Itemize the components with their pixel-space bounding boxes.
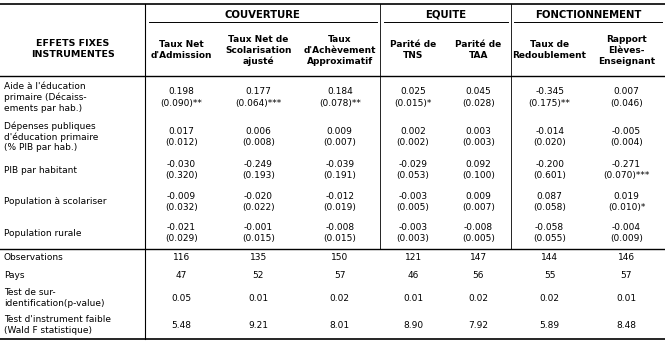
Text: 0.01: 0.01 [249,294,269,303]
Text: -0.030
(0.320): -0.030 (0.320) [165,160,198,180]
Text: -0.200
(0.601): -0.200 (0.601) [533,160,566,180]
Text: 0.025
(0.015)*: 0.025 (0.015)* [394,87,432,108]
Text: 7.92: 7.92 [468,321,488,330]
Text: -0.029
(0.053): -0.029 (0.053) [396,160,430,180]
Text: 0.019
(0.010)*: 0.019 (0.010)* [608,192,645,212]
Text: 56: 56 [473,271,484,280]
Text: 0.009
(0.007): 0.009 (0.007) [323,127,356,147]
Text: -0.008
(0.005): -0.008 (0.005) [462,223,495,243]
Text: -0.012
(0.019): -0.012 (0.019) [323,192,356,212]
Text: 0.087
(0.058): 0.087 (0.058) [533,192,566,212]
Text: -0.009
(0.032): -0.009 (0.032) [165,192,198,212]
Text: Test de sur-
identification(p-value): Test de sur- identification(p-value) [4,288,104,308]
Text: 0.045
(0.028): 0.045 (0.028) [462,87,495,108]
Text: Taux
d'Achèvement
Approximatif: Taux d'Achèvement Approximatif [303,35,376,66]
Text: 57: 57 [334,271,346,280]
Text: 0.184
(0.078)**: 0.184 (0.078)** [319,87,360,108]
Text: 57: 57 [620,271,632,280]
Text: 0.198
(0.090)**: 0.198 (0.090)** [160,87,202,108]
Text: -0.039
(0.191): -0.039 (0.191) [323,160,356,180]
Text: Population à scolariser: Population à scolariser [4,197,106,206]
Text: FONCTIONNEMENT: FONCTIONNEMENT [535,10,641,20]
Text: 116: 116 [173,253,190,262]
Text: -0.005
(0.004): -0.005 (0.004) [610,127,643,147]
Text: 8.48: 8.48 [616,321,636,330]
Text: -0.001
(0.015): -0.001 (0.015) [242,223,275,243]
Text: 147: 147 [470,253,487,262]
Text: 0.01: 0.01 [616,294,636,303]
Text: 46: 46 [408,271,419,280]
Text: Parité de
TAA: Parité de TAA [456,40,501,60]
Text: Parité de
TNS: Parité de TNS [390,40,436,60]
Text: 8.90: 8.90 [403,321,423,330]
Text: -0.058
(0.055): -0.058 (0.055) [533,223,566,243]
Text: 0.007
(0.046): 0.007 (0.046) [610,87,643,108]
Text: 0.017
(0.012): 0.017 (0.012) [165,127,198,147]
Text: EFFETS FIXES
INSTRUMENTES: EFFETS FIXES INSTRUMENTES [31,39,114,59]
Text: 9.21: 9.21 [249,321,269,330]
Text: 0.02: 0.02 [539,294,559,303]
Text: -0.004
(0.009): -0.004 (0.009) [610,223,643,243]
Text: 144: 144 [541,253,558,262]
Text: -0.020
(0.022): -0.020 (0.022) [242,192,275,212]
Text: PIB par habitant: PIB par habitant [4,166,77,175]
Text: 0.01: 0.01 [403,294,423,303]
Text: -0.345
(0.175)**: -0.345 (0.175)** [529,87,571,108]
Text: 0.177
(0.064)***: 0.177 (0.064)*** [235,87,281,108]
Text: Test d'instrument faible
(Wald F statistique): Test d'instrument faible (Wald F statist… [4,315,111,335]
Text: 47: 47 [176,271,187,280]
Text: 5.48: 5.48 [172,321,192,330]
Text: -0.003
(0.003): -0.003 (0.003) [396,223,430,243]
Text: Dépenses publiques
d'éducation primaire
(% PIB par hab.): Dépenses publiques d'éducation primaire … [4,121,98,152]
Text: -0.003
(0.005): -0.003 (0.005) [396,192,430,212]
Text: 52: 52 [253,271,264,280]
Text: 55: 55 [544,271,555,280]
Text: -0.021
(0.029): -0.021 (0.029) [165,223,198,243]
Text: -0.249
(0.193): -0.249 (0.193) [242,160,275,180]
Text: 0.02: 0.02 [330,294,350,303]
Text: COUVERTURE: COUVERTURE [225,10,301,20]
Text: Aide à l'éducation
primaire (Décaiss-
ements par hab.): Aide à l'éducation primaire (Décaiss- em… [4,82,86,113]
Text: -0.008
(0.015): -0.008 (0.015) [323,223,356,243]
Text: 150: 150 [331,253,348,262]
Text: Taux Net
d'Admission: Taux Net d'Admission [151,40,212,60]
Text: 0.009
(0.007): 0.009 (0.007) [462,192,495,212]
Text: 0.092
(0.100): 0.092 (0.100) [462,160,495,180]
Text: 0.05: 0.05 [172,294,192,303]
Text: -0.271
(0.070)***: -0.271 (0.070)*** [603,160,650,180]
Text: 0.002
(0.002): 0.002 (0.002) [397,127,430,147]
Text: Taux de
Redoublement: Taux de Redoublement [513,40,587,60]
Text: 0.02: 0.02 [468,294,488,303]
Text: -0.014
(0.020): -0.014 (0.020) [533,127,566,147]
Text: Observations: Observations [4,253,64,262]
Text: 121: 121 [404,253,422,262]
Text: 0.003
(0.003): 0.003 (0.003) [462,127,495,147]
Text: Taux Net de
Scolarisation
ajusté: Taux Net de Scolarisation ajusté [225,35,292,66]
Text: Pays: Pays [4,271,25,280]
Text: EQUITE: EQUITE [425,10,466,20]
Text: Population rurale: Population rurale [4,229,82,238]
Text: 0.006
(0.008): 0.006 (0.008) [242,127,275,147]
Text: 146: 146 [618,253,635,262]
Text: 5.89: 5.89 [539,321,560,330]
Text: 8.01: 8.01 [330,321,350,330]
Text: 135: 135 [250,253,267,262]
Text: Rapport
Elèves-
Enseignant: Rapport Elèves- Enseignant [598,35,655,66]
